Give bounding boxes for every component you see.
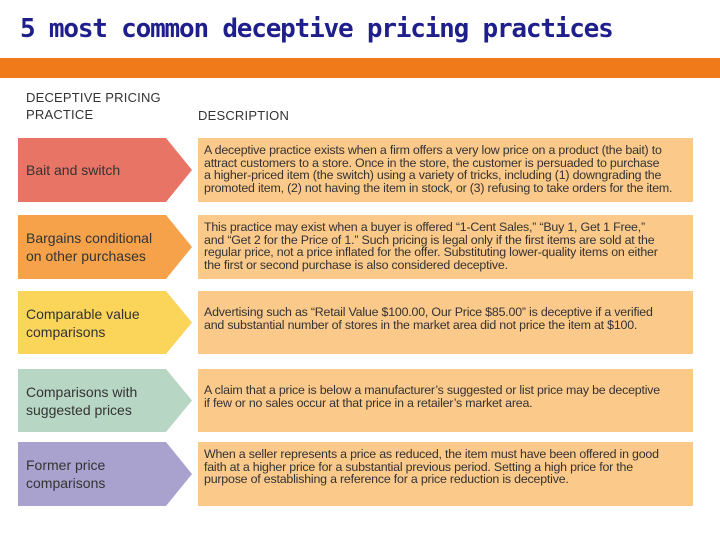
page-title: 5 most common deceptive pricing practice… (20, 14, 614, 44)
practice-header-line1: DECEPTIVE PRICING (26, 90, 161, 105)
practice-header-line2: PRACTICE (26, 107, 94, 122)
description-column-header: DESCRIPTION (198, 108, 290, 123)
description-box-comparable-value: Advertising such as “Retail Value $100.0… (198, 291, 693, 354)
practice-label-line1: Comparisons with (26, 383, 138, 400)
description-line: the first or second purchase is also con… (204, 257, 508, 272)
practice-label: Comparisons with suggested prices (26, 383, 166, 419)
practice-label-line1: Bargains conditional (26, 230, 153, 246)
description-line: if few or no sales occur at that price i… (204, 395, 533, 410)
description-line: a higher-priced item (the switch) using … (204, 168, 662, 182)
description-line: This practice may exist when a buyer is … (204, 220, 645, 234)
practice-arrow-bait-and-switch: Bait and switch (18, 138, 192, 202)
practice-label: Bargains conditional on other purchases (26, 229, 166, 265)
title-underline-bar (0, 58, 720, 78)
description-line: Advertising such as “Retail Value $100.0… (204, 305, 653, 319)
practice-label: Comparable value comparisons (26, 305, 166, 341)
practice-label-line2: suggested prices (26, 401, 132, 418)
practice-label: Former price comparisons (26, 456, 166, 492)
description-text: This practice may exist when a buyer is … (204, 221, 687, 271)
practice-label-line1: Former price (26, 457, 106, 473)
practice-label-line2: comparisons (26, 323, 106, 340)
practice-label-line2: on other purchases (26, 248, 146, 264)
practice-column-header: DECEPTIVE PRICING PRACTICE (26, 89, 186, 123)
practice-label-line1: Bait and switch (26, 162, 121, 178)
practice-arrow-comparable-value: Comparable value comparisons (18, 291, 192, 354)
practice-arrow-bargains-conditional: Bargains conditional on other purchases (18, 215, 192, 279)
practice-label-line1: Comparable value (26, 305, 140, 322)
description-text: When a seller represents a price as redu… (204, 448, 687, 486)
practice-label-line2: comparisons (26, 475, 106, 491)
description-line: regular price, not a price inflated for … (204, 245, 658, 259)
practice-arrow-former-price: Former price comparisons (18, 442, 192, 506)
description-box-bargains-conditional: This practice may exist when a buyer is … (198, 215, 693, 279)
description-box-bait-and-switch: A deceptive practice exists when a firm … (198, 138, 693, 202)
description-text: A claim that a price is below a manufact… (204, 384, 687, 409)
description-line: promoted item, (2) not having the item i… (204, 180, 673, 195)
description-box-former-price: When a seller represents a price as redu… (198, 442, 693, 506)
practice-arrow-suggested-prices: Comparisons with suggested prices (18, 369, 192, 432)
description-line: When a seller represents a price as redu… (204, 447, 659, 461)
description-line: A claim that a price is below a manufact… (204, 383, 660, 397)
description-box-suggested-prices: A claim that a price is below a manufact… (198, 369, 693, 432)
description-text: A deceptive practice exists when a firm … (204, 144, 687, 194)
practice-label: Bait and switch (26, 161, 166, 179)
description-line: and “Get 2 for the Price of 1.” Such pri… (204, 232, 655, 247)
description-line: and substantial number of stores in the … (204, 317, 638, 332)
description-line: faith at a higher price for a substantia… (204, 459, 633, 474)
description-line: purpose of establishing a reference for … (204, 472, 569, 486)
description-line: A deceptive practice exists when a firm … (204, 143, 662, 157)
description-text: Advertising such as “Retail Value $100.0… (204, 306, 687, 331)
description-line: attract customers to a store. Once in th… (204, 155, 660, 170)
